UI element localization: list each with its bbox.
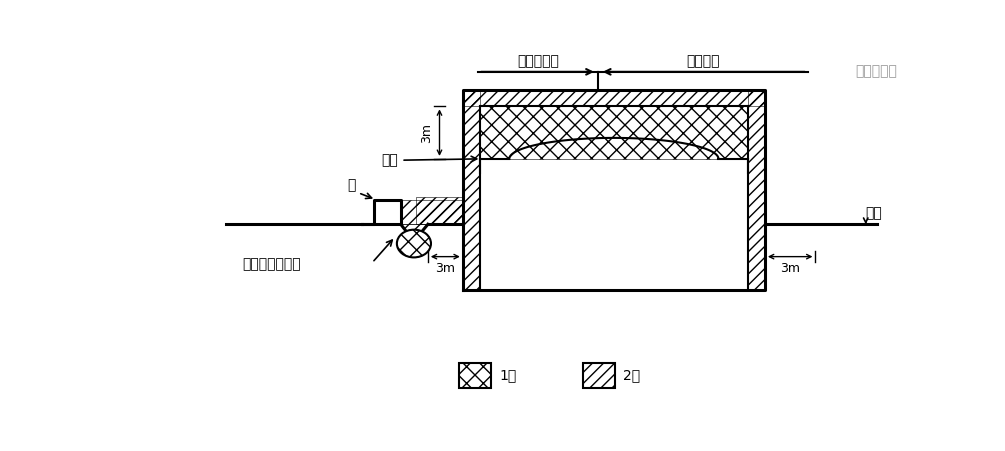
Text: 3m: 3m xyxy=(435,262,455,275)
Text: 2区: 2区 xyxy=(623,368,640,382)
Text: 贮罐在堤内: 贮罐在堤内 xyxy=(518,54,559,68)
Text: 3m: 3m xyxy=(420,123,433,143)
Text: 堤: 堤 xyxy=(348,178,356,192)
Text: 地坪下的坑、沟: 地坪下的坑、沟 xyxy=(242,258,300,272)
Polygon shape xyxy=(362,200,401,224)
Text: 贮罐无堤: 贮罐无堤 xyxy=(686,54,720,68)
Bar xyxy=(583,363,615,387)
Text: 浮顶: 浮顶 xyxy=(382,153,476,167)
Text: 地坪: 地坪 xyxy=(865,207,882,221)
Text: 3m: 3m xyxy=(780,262,800,275)
Bar xyxy=(459,363,491,387)
Text: 消防资源网: 消防资源网 xyxy=(855,64,896,78)
Ellipse shape xyxy=(397,230,431,258)
Text: 1区: 1区 xyxy=(499,368,517,382)
